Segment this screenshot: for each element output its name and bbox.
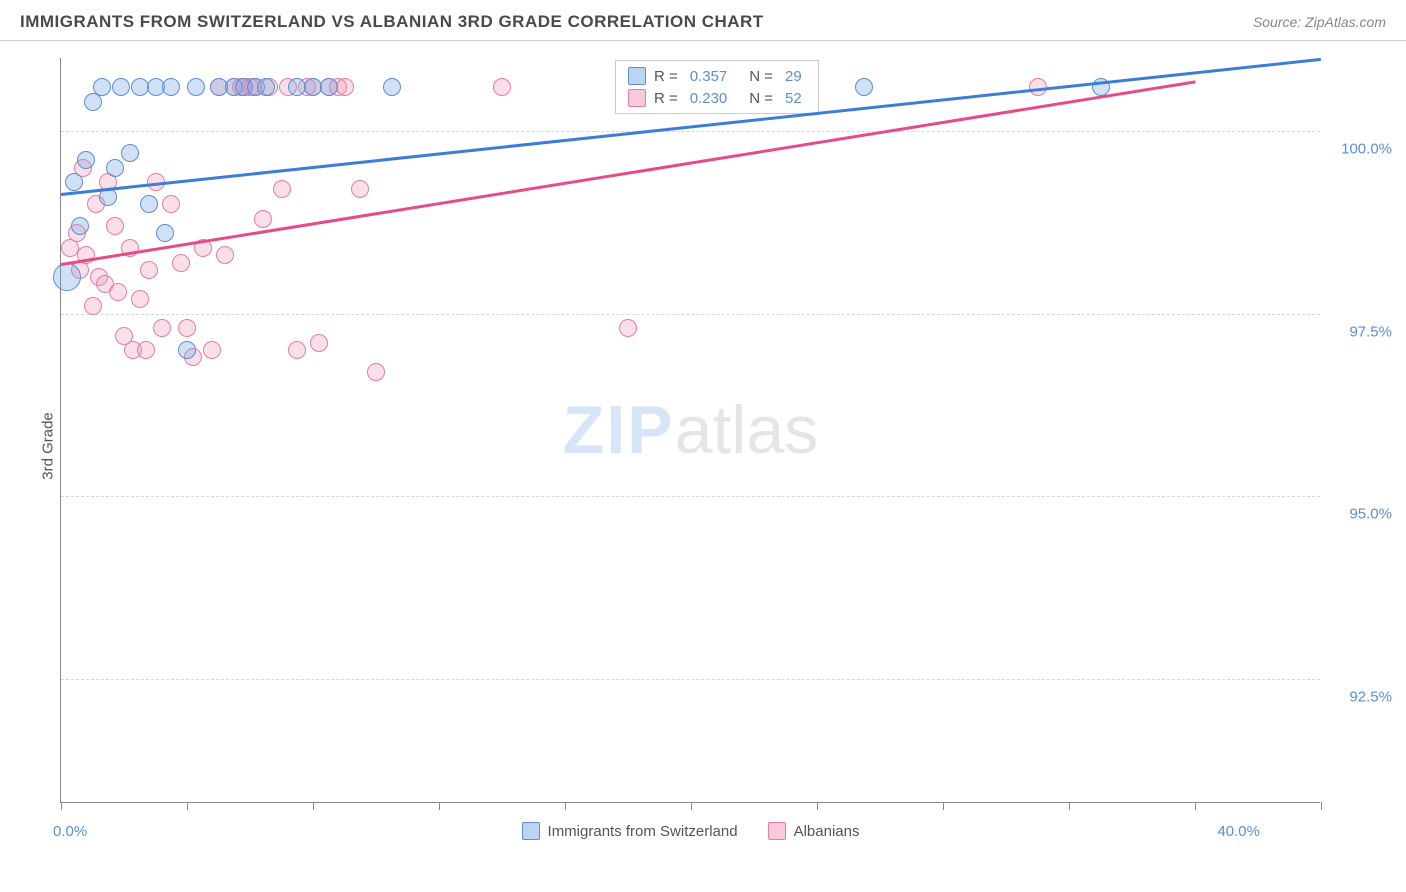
data-point bbox=[112, 78, 130, 96]
x-tick bbox=[439, 802, 440, 810]
legend-swatch bbox=[628, 89, 646, 107]
data-point bbox=[855, 78, 873, 96]
data-point bbox=[140, 195, 158, 213]
x-tick bbox=[565, 802, 566, 810]
data-point bbox=[162, 195, 180, 213]
data-point bbox=[162, 78, 180, 96]
data-point bbox=[53, 263, 81, 291]
legend-n-label: N = bbox=[749, 90, 773, 107]
data-point bbox=[106, 217, 124, 235]
x-tick bbox=[817, 802, 818, 810]
y-tick-label: 95.0% bbox=[1327, 506, 1392, 523]
data-point bbox=[84, 297, 102, 315]
data-point bbox=[383, 78, 401, 96]
x-tick bbox=[61, 802, 62, 810]
data-point bbox=[273, 180, 291, 198]
x-axis-min-label: 0.0% bbox=[53, 823, 87, 840]
gridline bbox=[61, 679, 1320, 680]
data-point bbox=[140, 261, 158, 279]
gridline bbox=[61, 131, 1320, 132]
data-point bbox=[187, 78, 205, 96]
legend-r-label: R = bbox=[654, 90, 678, 107]
legend-row: R = 0.230 N = 52 bbox=[628, 87, 806, 109]
data-point bbox=[178, 341, 196, 359]
scatter-chart: ZIPatlas R =0.357N =29R =0.230N =52 0.0%… bbox=[60, 58, 1320, 803]
data-point bbox=[257, 78, 275, 96]
legend-row: R = 0.357 N = 29 bbox=[628, 65, 806, 87]
data-point bbox=[178, 319, 196, 337]
data-point bbox=[65, 173, 83, 191]
data-point bbox=[254, 210, 272, 228]
data-point bbox=[137, 341, 155, 359]
legend-r-value: 0.230 bbox=[690, 90, 728, 107]
data-point bbox=[93, 78, 111, 96]
data-point bbox=[121, 144, 139, 162]
legend-item: Immigrants from Switzerland bbox=[522, 822, 738, 840]
legend-r-label: R = bbox=[654, 68, 678, 85]
y-axis-title: 3rd Grade bbox=[39, 412, 56, 480]
x-tick bbox=[187, 802, 188, 810]
legend-label: Immigrants from Switzerland bbox=[548, 823, 738, 840]
legend-swatch bbox=[628, 67, 646, 85]
data-point bbox=[156, 224, 174, 242]
series-legend: Immigrants from Switzerland Albanians bbox=[522, 822, 860, 840]
x-tick bbox=[1321, 802, 1322, 810]
chart-title: IMMIGRANTS FROM SWITZERLAND VS ALBANIAN … bbox=[20, 12, 764, 32]
legend-swatch bbox=[768, 822, 786, 840]
gridline bbox=[61, 496, 1320, 497]
data-point bbox=[77, 151, 95, 169]
data-point bbox=[172, 254, 190, 272]
data-point bbox=[288, 341, 306, 359]
data-point bbox=[619, 319, 637, 337]
watermark: ZIPatlas bbox=[563, 391, 818, 469]
chart-header: IMMIGRANTS FROM SWITZERLAND VS ALBANIAN … bbox=[0, 0, 1406, 41]
x-tick bbox=[943, 802, 944, 810]
data-point bbox=[493, 78, 511, 96]
data-point bbox=[216, 246, 234, 264]
data-point bbox=[106, 159, 124, 177]
gridline bbox=[61, 314, 1320, 315]
x-tick bbox=[691, 802, 692, 810]
data-point bbox=[131, 290, 149, 308]
data-point bbox=[153, 319, 171, 337]
legend-item: Albanians bbox=[768, 822, 860, 840]
data-point bbox=[203, 341, 221, 359]
data-point bbox=[351, 180, 369, 198]
legend-n-value: 29 bbox=[785, 68, 802, 85]
legend-swatch bbox=[522, 822, 540, 840]
x-tick bbox=[1195, 802, 1196, 810]
data-point bbox=[336, 78, 354, 96]
x-tick bbox=[313, 802, 314, 810]
data-point bbox=[71, 217, 89, 235]
y-tick-label: 97.5% bbox=[1327, 323, 1392, 340]
legend-n-label: N = bbox=[749, 68, 773, 85]
data-point bbox=[310, 334, 328, 352]
y-tick-label: 92.5% bbox=[1327, 688, 1392, 705]
legend-n-value: 52 bbox=[785, 90, 802, 107]
legend-label: Albanians bbox=[794, 823, 860, 840]
correlation-legend: R = 0.357 N = 29 R = 0.230 N = 52 bbox=[615, 60, 819, 114]
chart-source: Source: ZipAtlas.com bbox=[1253, 14, 1386, 30]
data-point bbox=[367, 363, 385, 381]
data-point bbox=[320, 78, 338, 96]
x-tick bbox=[1069, 802, 1070, 810]
data-point bbox=[109, 283, 127, 301]
x-axis-max-label: 40.0% bbox=[1217, 823, 1260, 840]
legend-r-value: 0.357 bbox=[690, 68, 728, 85]
y-tick-label: 100.0% bbox=[1327, 141, 1392, 158]
